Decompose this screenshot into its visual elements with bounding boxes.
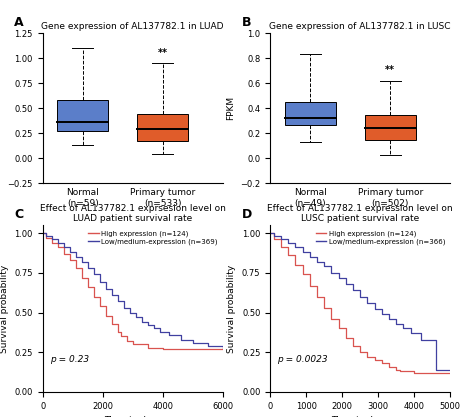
- Text: p = 0.23: p = 0.23: [50, 355, 89, 364]
- Y-axis label: FPKM: FPKM: [0, 96, 2, 121]
- X-axis label: Time in days: Time in days: [104, 416, 162, 417]
- Text: **: **: [385, 65, 395, 75]
- Text: C: C: [14, 208, 23, 221]
- Bar: [57, 100, 108, 131]
- Text: D: D: [242, 208, 252, 221]
- Bar: [365, 116, 416, 140]
- Title: Effect of AL137782.1 expression level on
LUSC patient survival rate: Effect of AL137782.1 expression level on…: [267, 203, 453, 223]
- Y-axis label: FPKM: FPKM: [226, 96, 235, 121]
- Text: B: B: [242, 16, 251, 29]
- Y-axis label: Survival probability: Survival probability: [0, 264, 9, 353]
- X-axis label: Time in days: Time in days: [331, 416, 389, 417]
- Legend: High expression (n=124), Low/medium-expression (n=366): High expression (n=124), Low/medium-expr…: [314, 229, 447, 246]
- Title: Effect of AL137782.1 exprsesion level on
LUAD patient survival rate: Effect of AL137782.1 exprsesion level on…: [40, 203, 226, 223]
- Bar: [137, 114, 188, 141]
- Y-axis label: Survival probability: Survival probability: [228, 264, 237, 353]
- Legend: High expression (n=124), Low/medium-expression (n=369): High expression (n=124), Low/medium-expr…: [87, 229, 219, 246]
- Text: **: **: [158, 48, 168, 58]
- Title: Gene expression of AL137782.1 in LUSC: Gene expression of AL137782.1 in LUSC: [270, 22, 451, 31]
- Text: A: A: [14, 16, 24, 29]
- Text: p = 0.0023: p = 0.0023: [277, 355, 328, 364]
- Title: Gene expression of AL137782.1 in LUAD: Gene expression of AL137782.1 in LUAD: [41, 22, 224, 31]
- Bar: [284, 101, 336, 125]
